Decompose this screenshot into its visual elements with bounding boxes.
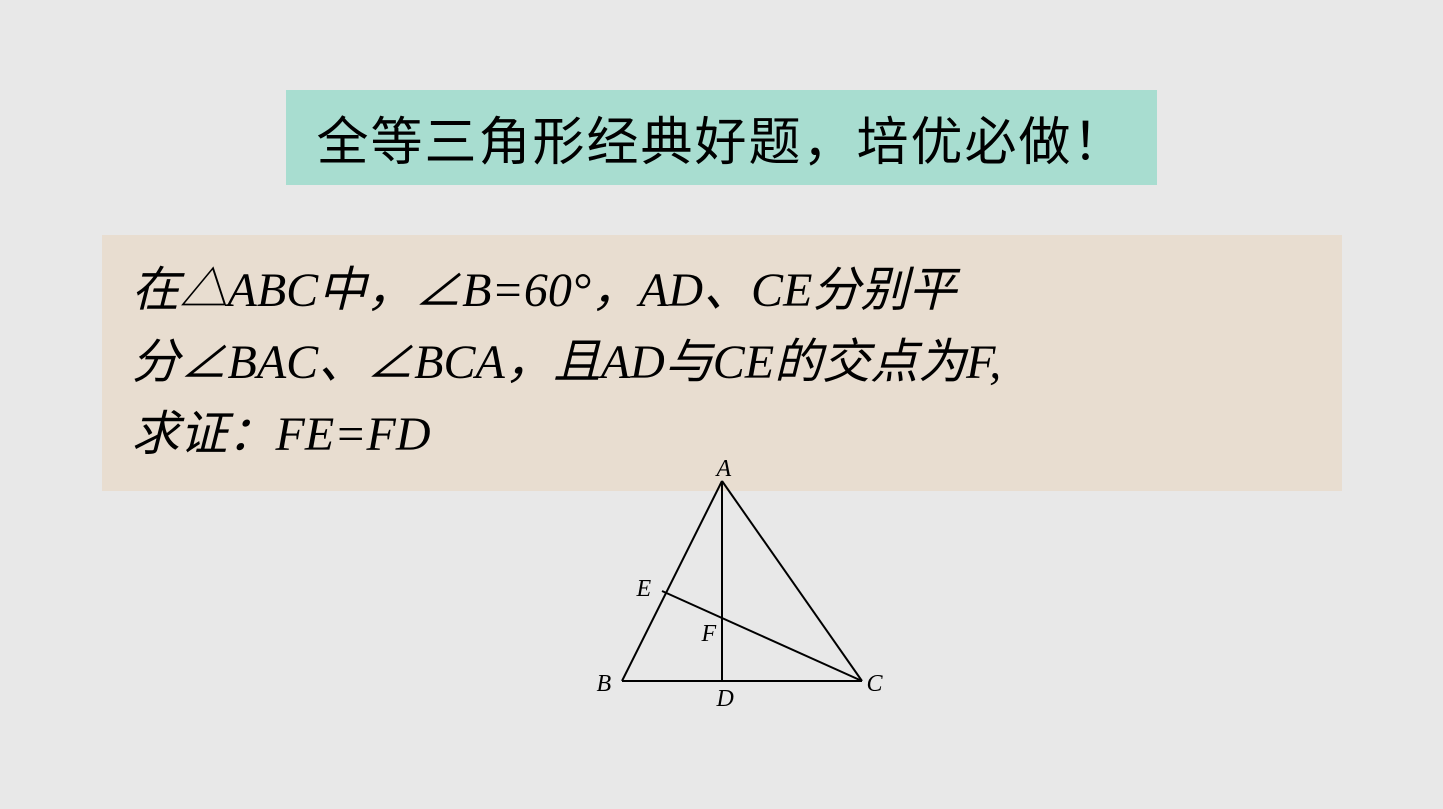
label-B: B [597,671,612,698]
label-A: A [717,456,732,483]
title-container: 全等三角形经典好题，培优必做！ [286,90,1156,185]
edge-CE [662,591,862,681]
label-E: E [637,576,652,603]
problem-container: 在△ABC中，∠B=60°，AD、CE分别平 分∠BAC、∠BCA，且AD与CE… [102,235,1342,491]
edge-CA [722,481,862,681]
problem-line-2: 分∠BAC、∠BCA，且AD与CE的交点为F, [132,327,1312,399]
diagram-svg [522,461,922,721]
label-C: C [867,671,883,698]
label-F: F [702,621,717,648]
title-text: 全等三角形经典好题，培优必做！ [316,115,1126,172]
label-D: D [717,686,734,713]
problem-line-1: 在△ABC中，∠B=60°，AD、CE分别平 [132,255,1312,327]
triangle-diagram: A B C D E F [522,461,922,721]
